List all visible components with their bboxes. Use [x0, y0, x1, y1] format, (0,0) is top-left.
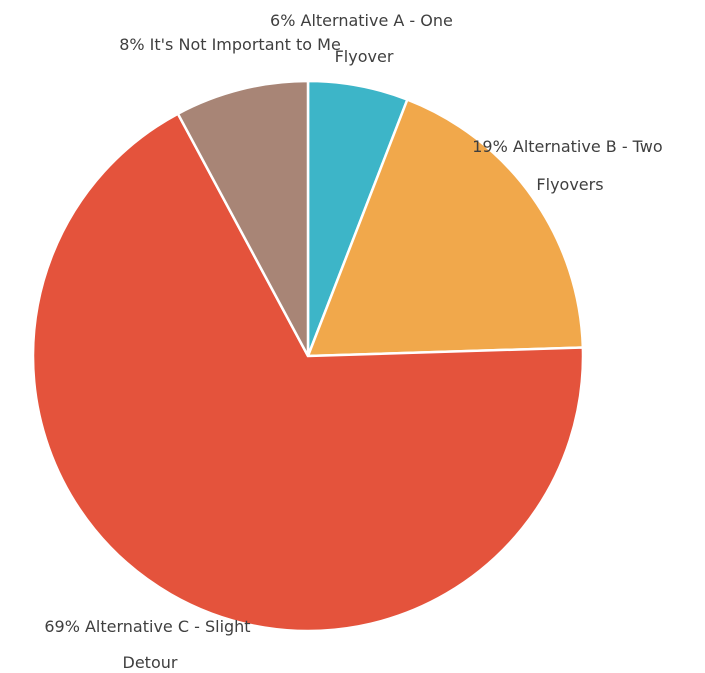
- slice-label-not-important-line-1: 8% It's Not Important to Me: [119, 35, 341, 54]
- slice-label-alternative-c-line-1: 69% Alternative C - Slight: [44, 617, 250, 636]
- slice-label-alternative-b: 19% Alternative B - Two Flyovers: [472, 137, 668, 194]
- slice-not-important: [176, 79, 310, 357]
- slice-alternative-b: [306, 97, 585, 358]
- slice-label-alternative-a-line-1: 6% Alternative A - One: [270, 11, 453, 30]
- slice-label-alternative-b-line-1: 19% Alternative B - Two: [472, 137, 662, 156]
- slice-label-alternative-a-line-2: Flyover: [335, 47, 394, 66]
- slice-label-alternative-b-line-2: Flyovers: [536, 175, 603, 194]
- slice-label-alternative-c-line-2: Detour: [123, 653, 178, 672]
- slice-label-alternative-c: 69% Alternative C - Slight Detour: [44, 617, 255, 672]
- slice-label-not-important: 8% It's Not Important to Me: [119, 35, 341, 54]
- slice-label-alternative-a: 6% Alternative A - One Flyover: [270, 11, 458, 66]
- slice-alternative-c: [31, 112, 585, 633]
- pie-slices: [31, 79, 585, 633]
